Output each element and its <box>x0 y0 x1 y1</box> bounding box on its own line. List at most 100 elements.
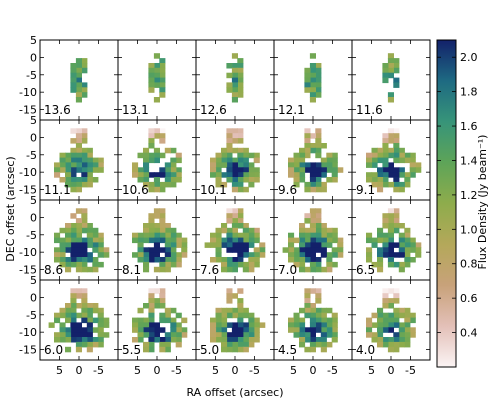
x-tick-label: 0 <box>388 364 395 377</box>
colorbar-tick-label: 1.2 <box>460 189 478 202</box>
channel-panel: 13.6 <box>39 39 119 121</box>
channel-panel: 12.6 <box>195 39 275 121</box>
channel-velocity-label: 8.1 <box>122 263 141 277</box>
colorbar-tick-label: 0.6 <box>460 292 478 305</box>
channel-velocity-label: 11.1 <box>44 183 71 197</box>
x-axis: 5 0 -5 5 0 -5 5 0 -5 5 0 -5 5 0 -5 <box>56 364 416 377</box>
channel-velocity-label: 7.0 <box>278 263 297 277</box>
channel-panel: 9.1 <box>351 119 431 201</box>
channel-panel: 7.0 <box>273 199 353 281</box>
x-tick-label: 5 <box>134 364 141 377</box>
x-tick-label: 0 <box>310 364 317 377</box>
x-tick-label: 0 <box>232 364 239 377</box>
channel-panels: 13.6 13.1 12.6 12.1 11.6 11.1 10.6 10.1 9.6 9.1 8.… <box>39 39 431 361</box>
channel-velocity-label: 8.6 <box>44 263 63 277</box>
emission-map <box>132 208 188 273</box>
y-tick-label: 0 <box>30 131 37 144</box>
y-tick-label: 0 <box>30 51 37 64</box>
y-tick-label: -10 <box>19 166 37 179</box>
channel-velocity-label: 12.6 <box>200 103 227 117</box>
x-tick-label: 5 <box>368 364 375 377</box>
emission-map <box>210 288 266 353</box>
channel-velocity-label: 10.6 <box>122 183 149 197</box>
emission-map <box>132 288 188 353</box>
y-tick-label: 5 <box>30 114 37 127</box>
y-tick-label: 5 <box>30 34 37 47</box>
x-tick-label: -5 <box>249 364 260 377</box>
colorbar: 0.4 0.6 0.8 1.0 1.2 1.4 1.6 1.8 2.0 <box>436 39 478 368</box>
channel-panel: 6.0 <box>39 279 119 361</box>
emission-map <box>288 288 338 353</box>
y-tick-label: 0 <box>30 211 37 224</box>
channel-panel: 8.1 <box>117 199 197 281</box>
emission-map <box>48 288 110 353</box>
channel-panel: 11.6 <box>351 39 431 121</box>
emission-map <box>70 58 88 103</box>
x-tick-label: 0 <box>154 364 161 377</box>
colorbar-tick-label: 2.0 <box>460 51 478 64</box>
emission-map <box>304 53 322 103</box>
emission-map <box>366 288 416 353</box>
channel-panel: 13.1 <box>117 39 197 121</box>
channel-velocity-label: 5.5 <box>122 343 141 357</box>
y-tick-label: 5 <box>30 274 37 287</box>
channel-velocity-label: 4.5 <box>278 343 297 357</box>
y-tick-label: -5 <box>26 149 37 162</box>
y-tick-label: -5 <box>26 309 37 322</box>
emission-map <box>282 208 344 273</box>
channel-panel: 6.5 <box>351 199 431 281</box>
colorbar-tick-label: 0.8 <box>460 258 478 271</box>
channel-panel: 10.1 <box>195 119 275 201</box>
channel-velocity-label: 9.1 <box>356 183 375 197</box>
channel-panel: 8.6 <box>39 199 119 281</box>
emission-map <box>210 128 260 193</box>
colorbar-tick-label: 1.8 <box>460 86 478 99</box>
channel-panel: 5.0 <box>195 279 275 361</box>
emission-map <box>366 128 422 193</box>
channel-panel: 10.6 <box>117 119 197 201</box>
y-tick-label: -5 <box>26 69 37 82</box>
colorbar-tick-label: 1.6 <box>460 120 478 133</box>
emission-map <box>148 53 166 103</box>
channel-panel: 5.5 <box>117 279 197 361</box>
channel-velocity-label: 6.0 <box>44 343 63 357</box>
channel-velocity-label: 11.6 <box>356 103 383 117</box>
y-tick-label: -5 <box>26 229 37 242</box>
y-tick-label: -10 <box>19 326 37 339</box>
x-axis-label: RA offset (arcsec) <box>186 386 283 399</box>
x-tick-label: 5 <box>56 364 63 377</box>
x-tick-label: -5 <box>93 364 104 377</box>
colorbar-tick-label: 0.4 <box>460 327 478 340</box>
channel-panel: 7.6 <box>195 199 275 281</box>
emission-map <box>132 128 182 193</box>
emission-map <box>204 208 266 273</box>
channel-panel: 4.0 <box>351 279 431 361</box>
channel-velocity-label: 4.0 <box>356 343 375 357</box>
channel-velocity-label: 6.5 <box>356 263 375 277</box>
y-tick-label: -15 <box>19 184 37 197</box>
y-tick-label: -10 <box>19 86 37 99</box>
channel-panel: 11.1 <box>39 119 119 201</box>
channel-velocity-label: 9.6 <box>278 183 297 197</box>
colorbar-tick-label: 1.4 <box>460 154 478 167</box>
channel-panel: 4.5 <box>273 279 353 361</box>
y-axis-label: DEC offset (arcsec) <box>4 156 17 261</box>
y-tick-label: -15 <box>19 344 37 357</box>
y-tick-label: -15 <box>19 104 37 117</box>
channel-velocity-label: 5.0 <box>200 343 219 357</box>
y-tick-label: -10 <box>19 246 37 259</box>
x-tick-label: 5 <box>290 364 297 377</box>
emission-map <box>382 53 400 103</box>
channel-velocity-label: 13.1 <box>122 103 149 117</box>
x-tick-label: -5 <box>171 364 182 377</box>
channel-velocity-label: 7.6 <box>200 263 219 277</box>
y-tick-label: -15 <box>19 264 37 277</box>
channel-velocity-label: 13.6 <box>44 103 71 117</box>
x-tick-label: 5 <box>212 364 219 377</box>
emission-map <box>366 208 422 273</box>
y-tick-label: 0 <box>30 291 37 304</box>
channel-velocity-label: 10.1 <box>200 183 227 197</box>
channel-panel: 9.6 <box>273 119 353 201</box>
